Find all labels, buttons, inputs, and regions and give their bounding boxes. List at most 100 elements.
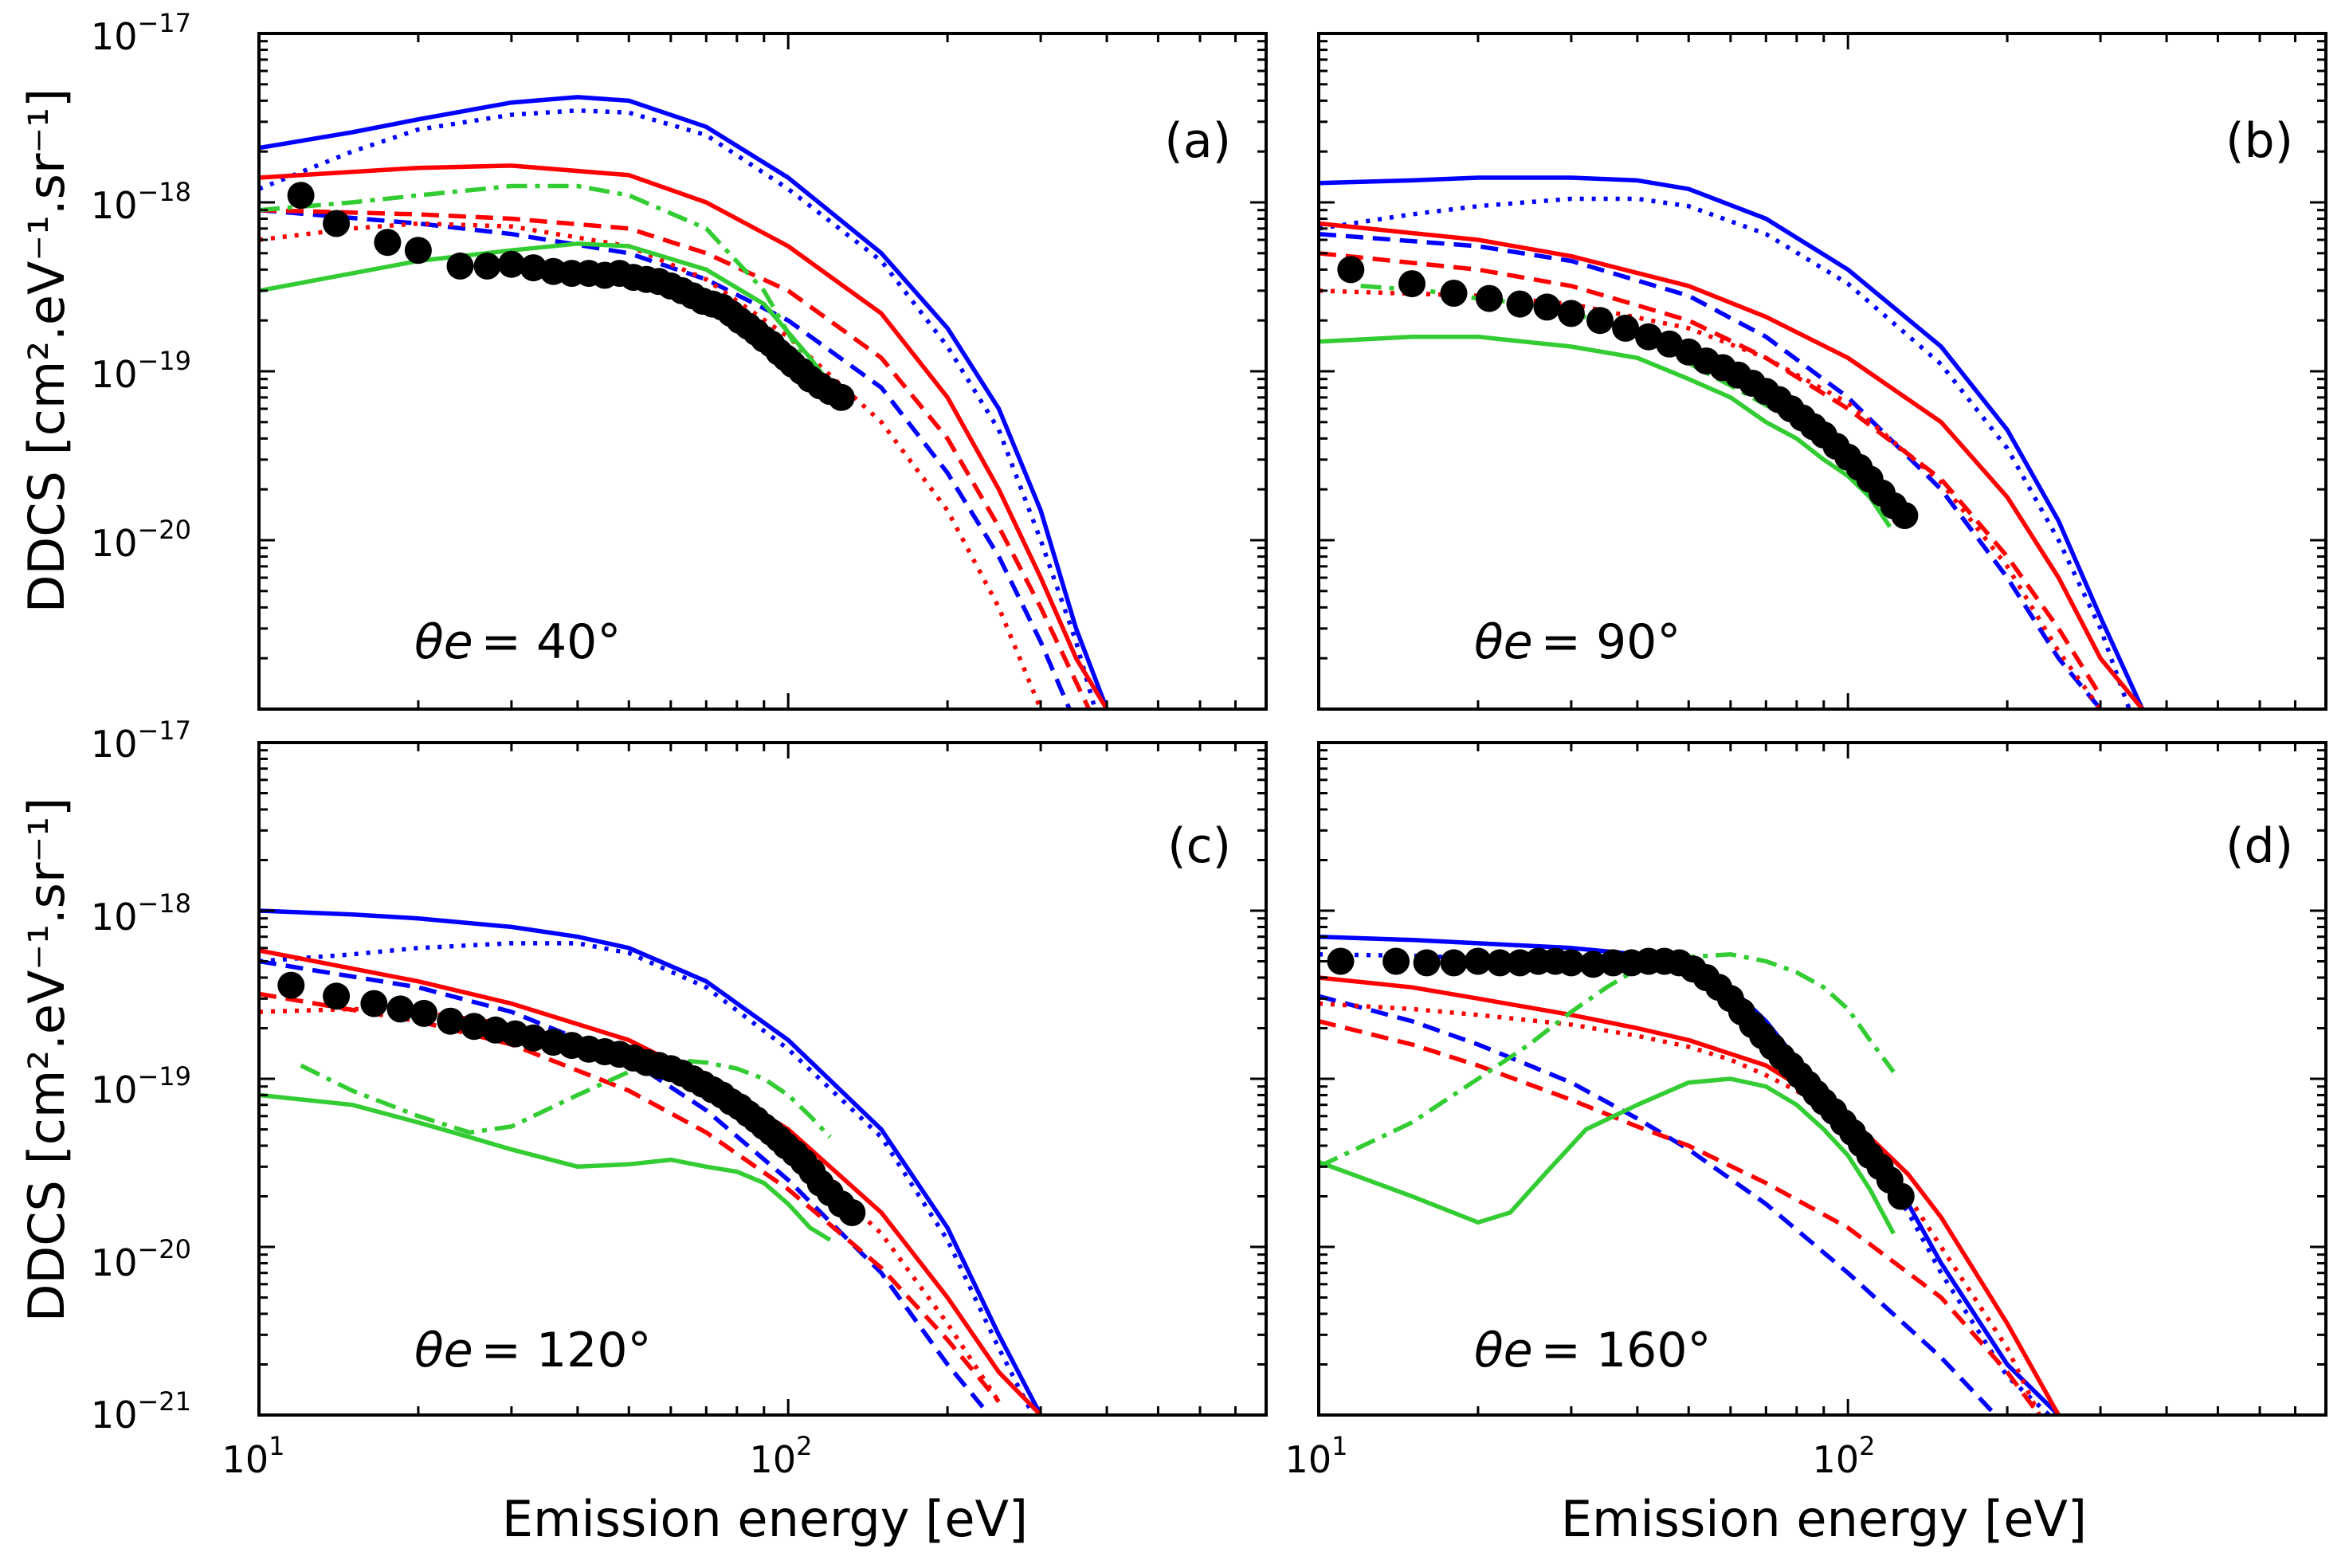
series-red-dotted [1319,1001,2041,1415]
plot-area [1319,175,2145,709]
y-tick-label: 10−20 [91,1234,191,1284]
x-tick-labels-right: 101 102 [1285,1431,1876,1481]
data-point [287,182,315,210]
data-point [1533,293,1561,321]
series-blue-dashed [259,958,991,1415]
y-tick-label: 10−18 [91,177,191,227]
axes-frame [1317,741,2327,1417]
ticks [257,741,1268,1417]
data-point [1398,270,1425,298]
data-point [404,237,432,265]
x-tick-label: 102 [750,1431,813,1481]
data-point [1557,300,1585,327]
y-tick-labels-bottom: 10−17 10−18 10−19 10−20 10−21 [91,715,191,1437]
series-green-solid [259,1092,832,1242]
data-point [374,229,402,257]
panel-a: (a) θe = 40° [257,32,1268,711]
series-red-dashed [1319,251,2103,697]
data-point [1557,949,1585,977]
angle-label: θe = 160° [1474,1323,1712,1378]
x-tick-labels-left: 101 102 [222,1431,813,1481]
axes-frame [1317,32,2327,711]
data-point [386,995,414,1023]
y-tick-label: 10−18 [91,888,191,939]
series-red-dotted [259,221,1043,709]
x-tick-label: 101 [222,1431,285,1481]
y-tick-label: 10−19 [91,1061,191,1111]
series-red-dashed [1319,1019,2041,1415]
data-point [1382,947,1410,975]
data-point [1887,1182,1915,1210]
y-tick-label: 10−20 [91,515,191,565]
panel-b: (b) θe = 90° [1317,32,2327,711]
y-axis-label-bottom: DDCS [cm².eV⁻¹.sr⁻¹] [18,798,76,1322]
x-tick-label: 102 [1813,1431,1876,1481]
experiment-points [1327,947,1915,1210]
data-point [473,252,501,280]
y-axis-label-top: DDCS [cm².eV⁻¹.sr⁻¹] [18,88,76,613]
angle-label: θe = 90° [1474,614,1680,670]
experiment-points [287,182,855,411]
plot-area [259,908,1043,1415]
plot-area [1319,934,2061,1415]
panel-tag: (c) [1167,818,1231,874]
data-point [1635,323,1662,351]
data-point [360,990,388,1017]
data-point [277,971,305,999]
series-red-solid [1319,975,2061,1415]
series-red-solid [1319,221,2144,709]
y-tick-label: 10−17 [91,715,191,766]
data-point [1413,949,1441,977]
data-point [437,1007,465,1035]
angle-label: θe = 120° [414,1323,652,1378]
data-point [1891,502,1919,529]
data-point [827,383,855,411]
series-green-solid [1319,1076,1896,1235]
data-point [1476,284,1503,312]
data-point [1337,256,1365,284]
data-point [323,210,351,237]
data-point [461,1013,488,1041]
data-point [838,1198,866,1226]
data-point [520,254,547,282]
data-point [1464,947,1492,975]
y-tick-label: 10−17 [91,8,191,58]
y-tick-label: 10−19 [91,346,191,396]
panel-tag: (d) [2225,818,2293,874]
experiment-points [277,971,866,1226]
axes-frame [257,32,1268,711]
series-red-dashed [259,207,1092,709]
series-blue-solid [1319,175,2145,709]
series-red-solid [259,163,1109,709]
ticks [257,32,1268,711]
data-point [446,252,474,280]
x-axis-label-right: Emission energy [eV] [1561,1490,2087,1548]
ticks [1317,741,2327,1417]
data-point [1327,947,1355,975]
data-point [1440,280,1468,307]
series-blue-dashed [259,207,1072,709]
data-point [1486,949,1514,977]
series-blue-dotted [1319,196,2131,709]
series-blue-dashed [1319,231,2103,709]
series-blue-solid [259,95,1109,709]
plot-area [259,95,1109,709]
data-point [1579,951,1607,978]
panel-c: (c) θe = 120° [257,741,1268,1417]
data-point [1612,314,1640,342]
data-point [323,982,351,1010]
series-green-dashdot [259,183,850,410]
series-blue-dashed [1319,994,1998,1415]
x-axis-label-left: Emission energy [eV] [502,1490,1028,1548]
series-red-dotted [259,1006,1001,1403]
x-tick-label: 101 [1285,1431,1348,1481]
data-point [410,999,438,1027]
series-green-solid [1319,334,1892,528]
panel-tag: (a) [1164,113,1231,169]
axes-frame [257,741,1268,1417]
data-point [1440,949,1468,977]
data-point [1586,307,1614,335]
panel-tag: (b) [2225,113,2293,169]
data-point [1506,290,1534,318]
